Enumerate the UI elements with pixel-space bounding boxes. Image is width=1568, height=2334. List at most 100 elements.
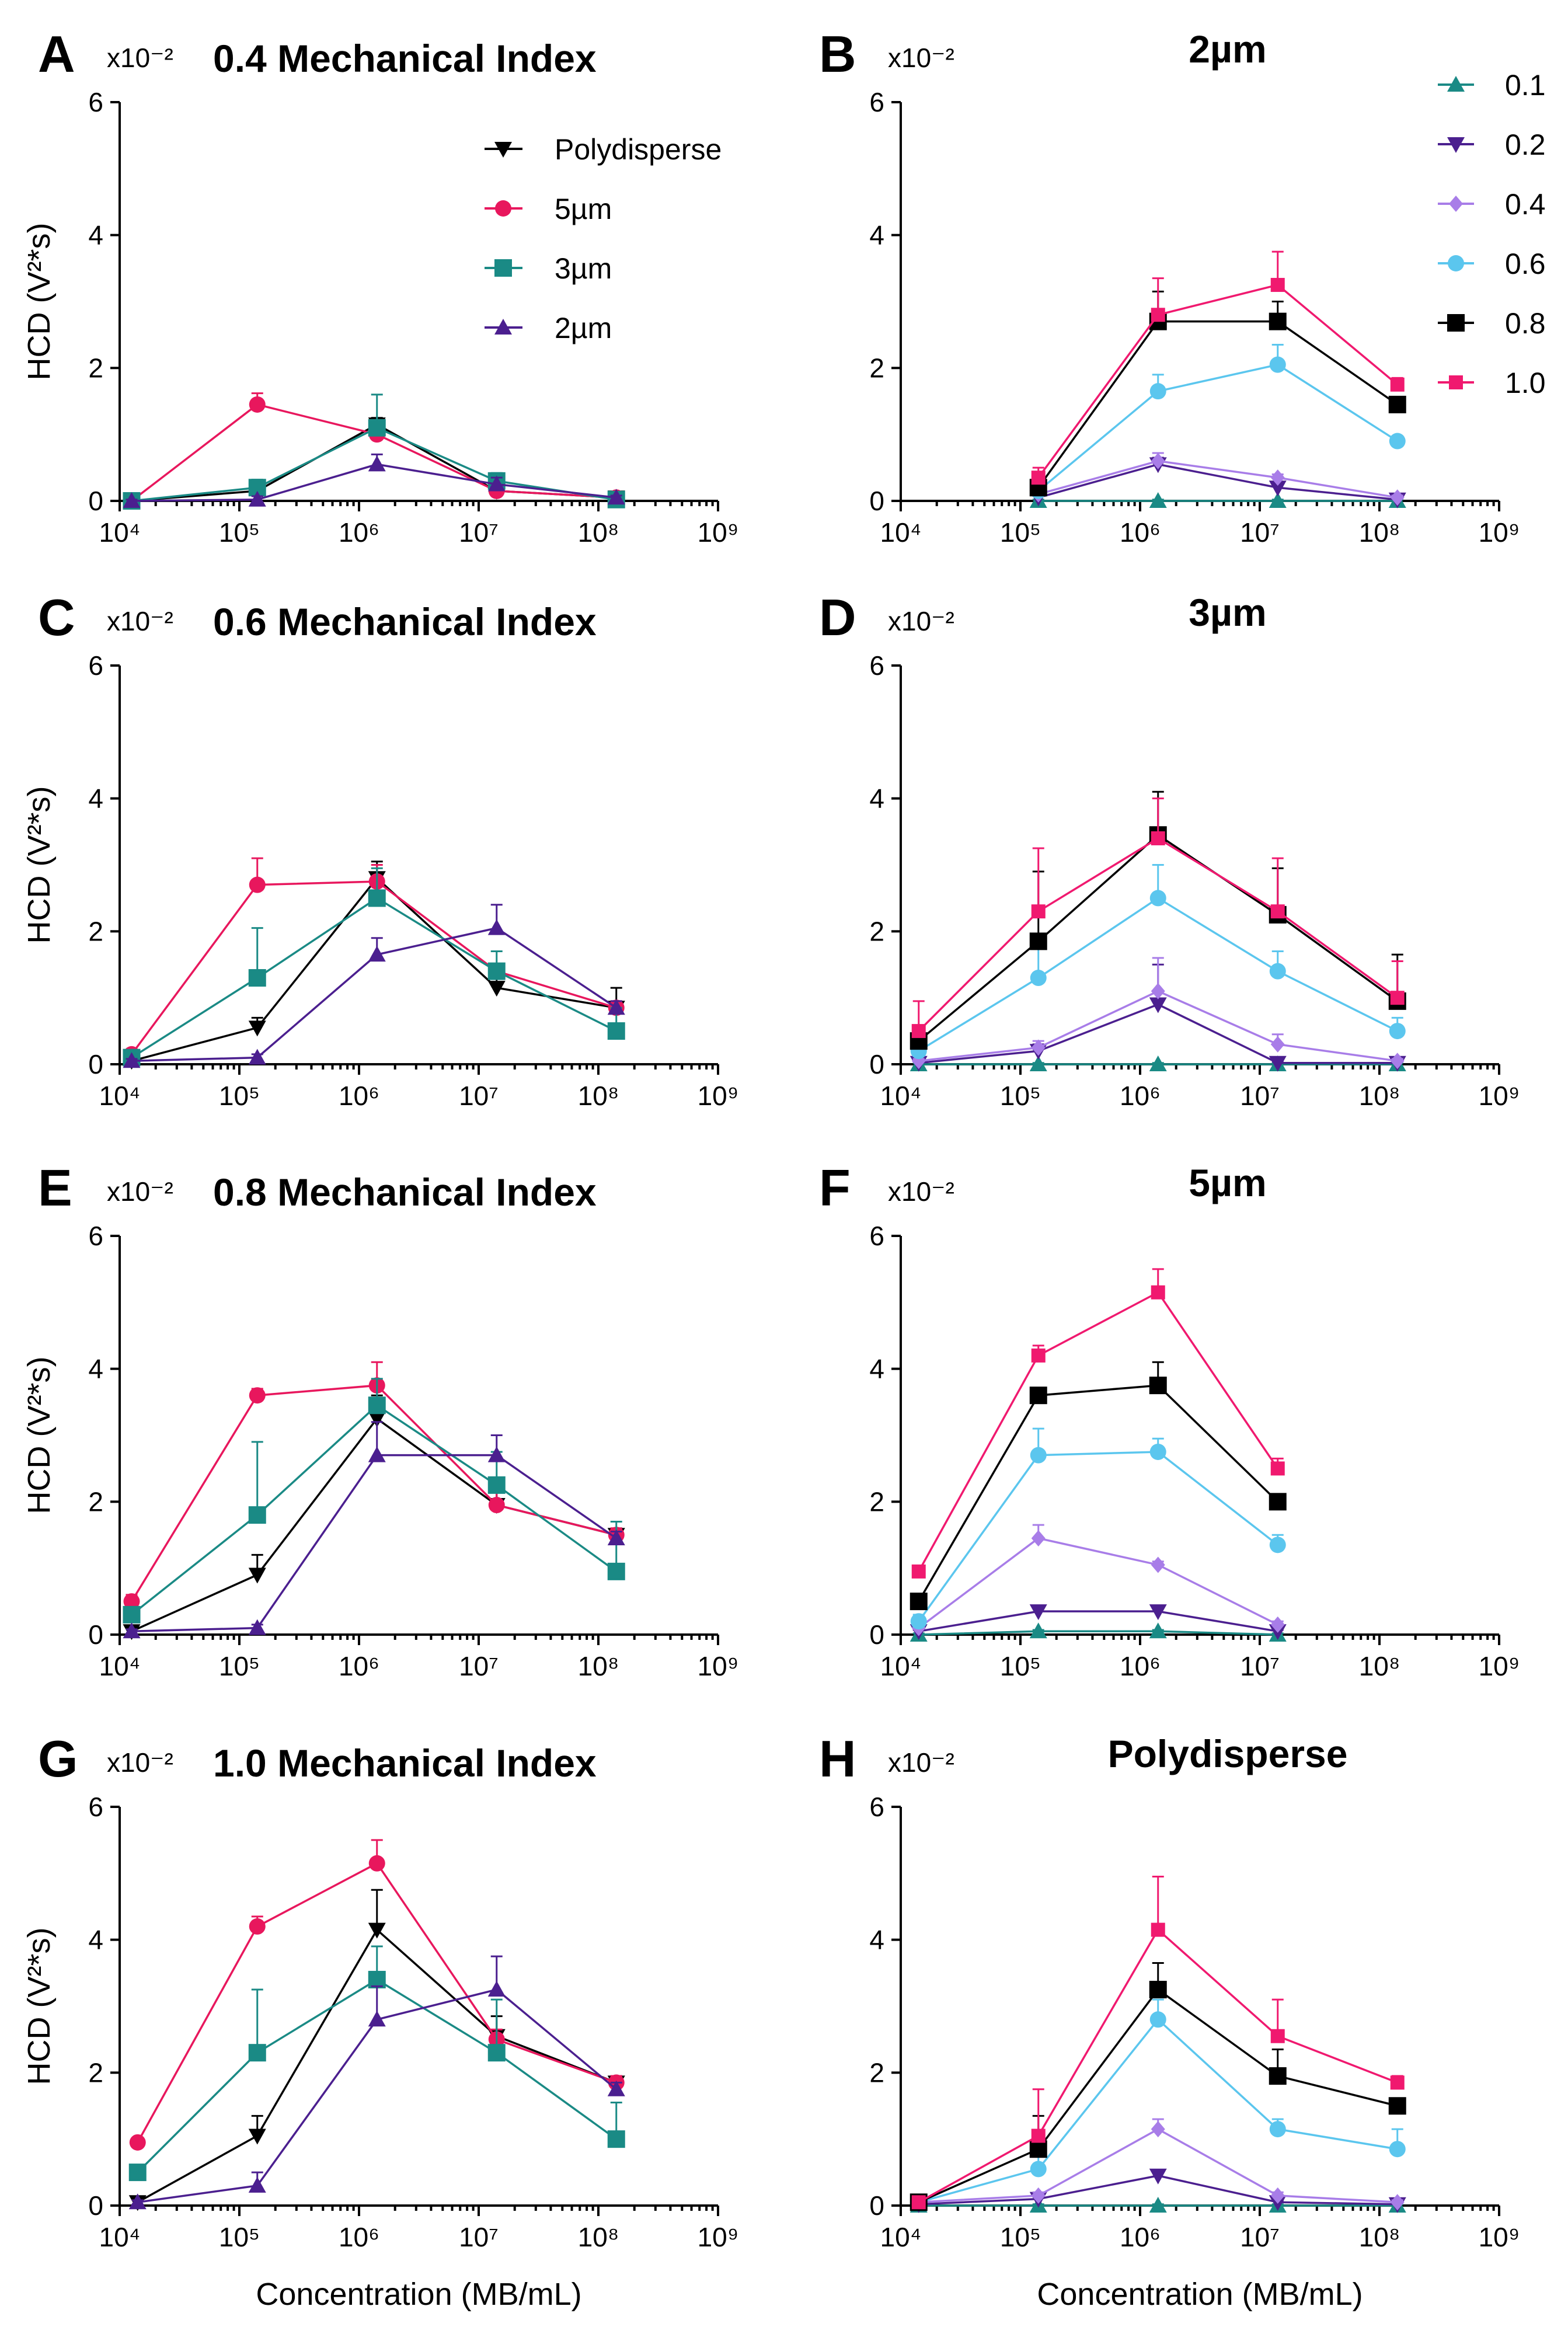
y-tick-label: 6	[88, 650, 103, 681]
data-point	[368, 419, 386, 437]
data-point	[607, 999, 625, 1015]
scale-label: x10⁻²	[107, 43, 173, 73]
scale-label: x10⁻²	[888, 606, 954, 636]
series-1-0	[911, 1268, 1285, 1579]
series-line	[1037, 363, 1398, 492]
data-point	[1149, 2168, 1167, 2185]
data-point	[488, 1497, 505, 1514]
data-point	[1031, 1348, 1046, 1363]
legend-marker	[495, 200, 511, 217]
data-point	[1031, 2129, 1046, 2143]
y-tick-label: 2	[869, 916, 884, 946]
data-point	[1029, 2140, 1047, 2158]
y-tick-label: 4	[869, 1925, 884, 1955]
y-tick-label: 2	[88, 2057, 103, 2088]
data-point	[1149, 1622, 1167, 1639]
series-3um	[128, 1945, 625, 2182]
legend-label: Polydisperse	[555, 133, 722, 166]
x-tick-label: 10⁶	[339, 1081, 379, 1111]
data-point	[910, 1613, 927, 1630]
panel-letter: E	[38, 1159, 72, 1217]
series-line	[131, 1404, 617, 1616]
x-tick-label: 10⁵	[219, 517, 260, 548]
legend-mi: 0.1 0.2 0.4 0.6 0.8 1.0	[1438, 69, 1546, 399]
y-tick-label: 4	[869, 783, 884, 814]
x-tick-label: 10⁴	[880, 1081, 922, 1111]
data-point	[1389, 1023, 1406, 1040]
series-line	[918, 1537, 1278, 1629]
x-tick-label: 10⁸	[1359, 1651, 1400, 1681]
data-point	[1269, 2121, 1286, 2138]
data-point	[249, 396, 266, 413]
x-tick-label: 10⁴	[99, 1081, 141, 1111]
data-point	[1270, 1036, 1285, 1053]
legend-marker	[1449, 375, 1463, 389]
data-point	[1149, 1055, 1167, 1071]
scale-label: x10⁻²	[107, 1176, 173, 1207]
panel-title: 1.0 Mechanical Index	[213, 1741, 597, 1785]
x-tick-label: 10⁸	[1359, 517, 1400, 548]
data-point	[1269, 480, 1287, 497]
x-tick-label: 10⁵	[1000, 1081, 1041, 1111]
series-1-0	[1031, 250, 1405, 485]
y-tick-label: 0	[869, 486, 884, 516]
data-point	[1029, 1387, 1047, 1405]
data-point	[1151, 983, 1165, 999]
series-line	[131, 1417, 617, 1632]
data-point	[1149, 2197, 1167, 2213]
data-point	[368, 455, 386, 472]
y-tick-label: 6	[869, 1792, 884, 1822]
x-tick-label: 10⁶	[1120, 1651, 1161, 1681]
series-2um	[123, 904, 625, 1068]
legend-label: 0.8	[1505, 307, 1546, 340]
x-tick-label: 10⁴	[880, 1651, 922, 1681]
y-tick-label: 4	[88, 220, 103, 250]
data-point	[1269, 312, 1287, 330]
panel-letter: A	[38, 25, 75, 83]
data-point	[368, 2011, 386, 2027]
data-point	[1151, 452, 1165, 469]
data-point	[487, 981, 506, 997]
data-point	[1149, 997, 1167, 1013]
series-line	[918, 1384, 1278, 1602]
y-tick-label: 2	[88, 916, 103, 946]
series-line	[1037, 284, 1398, 479]
legend-label: 3µm	[555, 252, 612, 285]
data-point	[1269, 963, 1286, 980]
x-tick-label: 10⁹	[698, 517, 739, 548]
data-point	[248, 2129, 266, 2145]
series-line	[918, 1291, 1279, 1572]
y-tick-label: 2	[869, 353, 884, 383]
x-tick-label: 10⁵	[219, 1081, 260, 1111]
data-point	[1269, 1493, 1287, 1511]
y-tick-label: 4	[88, 1925, 103, 1955]
x-tick-label: 10⁹	[698, 1081, 739, 1111]
legend-marker	[494, 259, 512, 277]
panel-title: 0.6 Mechanical Index	[213, 600, 597, 643]
data-point	[1149, 383, 1166, 400]
series-0-4	[911, 957, 1405, 1070]
scale-label: x10⁻²	[888, 43, 954, 73]
x-tick-label: 10⁷	[1240, 517, 1280, 548]
x-tick-label: 10⁹	[1479, 1651, 1520, 1681]
series-0-4	[911, 1524, 1285, 1636]
series-polydisperse	[128, 1889, 625, 2211]
panel-title: 0.8 Mechanical Index	[213, 1171, 597, 1214]
data-point	[368, 1855, 385, 1872]
series-0-1	[910, 1622, 1287, 1642]
data-point	[910, 1593, 928, 1611]
x-tick-label: 10⁵	[1000, 2222, 1041, 2252]
data-point	[1030, 1447, 1047, 1464]
x-tick-label: 10⁷	[459, 1081, 499, 1111]
data-point	[128, 2193, 147, 2210]
x-tick-label: 10⁶	[1120, 517, 1161, 548]
x-tick-label: 10⁷	[459, 1651, 499, 1681]
x-tick-label: 10⁴	[99, 517, 141, 548]
data-point	[248, 1619, 266, 1635]
legend-label: 1.0	[1505, 367, 1546, 399]
x-tick-label: 10⁹	[1479, 517, 1520, 548]
x-tick-label: 10⁵	[219, 1651, 260, 1681]
